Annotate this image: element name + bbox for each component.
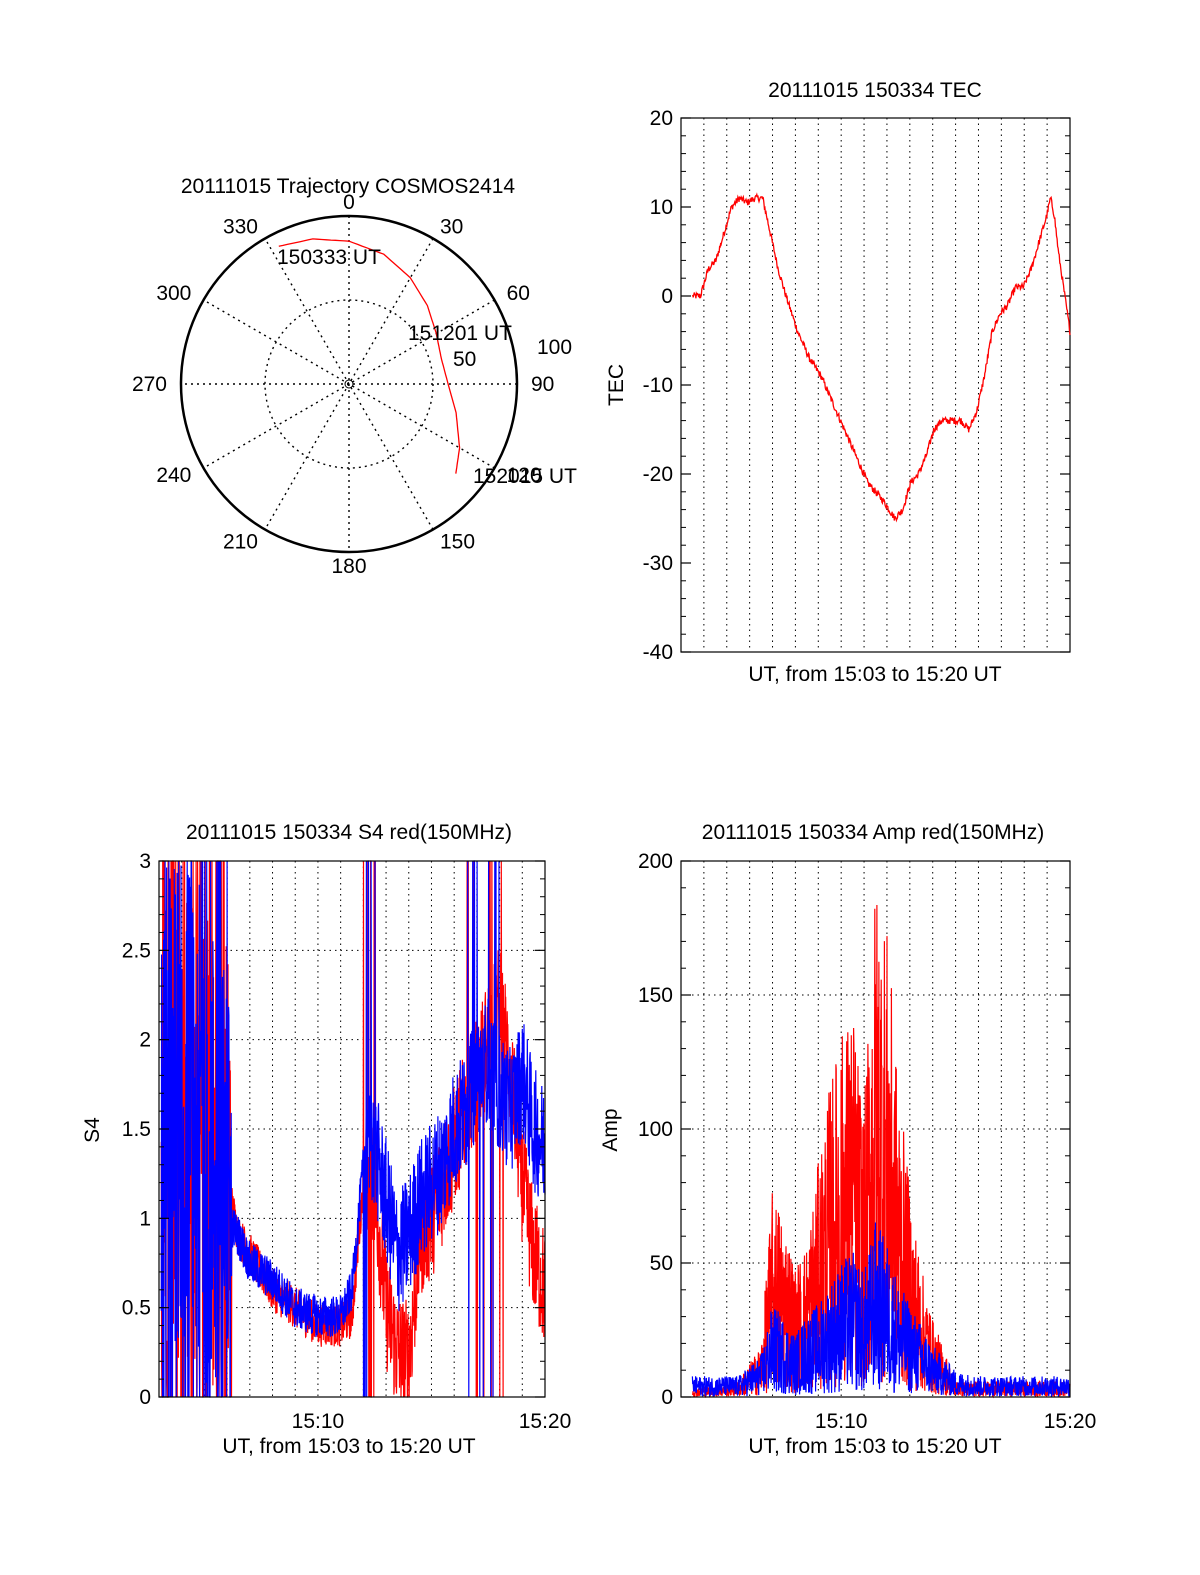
- amp-series: [691, 904, 1071, 1399]
- s4-x-axis: 15:10 15:20: [292, 1410, 572, 1433]
- tec-panel: 20111015 150334 TEC -40 -30 -20 -10 0 10 20 TE…: [605, 79, 1071, 686]
- amp-y-axis: 0 50 100 150 200: [638, 850, 1070, 1409]
- amp-ytick-label-3: 150: [638, 984, 673, 1007]
- polar-azimuth-label-330: 330: [223, 215, 258, 238]
- polar-azimuth-label-240: 240: [156, 464, 191, 487]
- polar-panel: 20111015 Trajectory COSMOS2414 0 30 60 90 12…: [132, 175, 577, 578]
- s4-ytick-label-1: 0.5: [122, 1297, 151, 1320]
- amp-xtick-label-0: 15:10: [815, 1410, 868, 1433]
- amp-ytick-label-4: 200: [638, 850, 673, 873]
- trajectory-mid-label: 151201 UT: [408, 322, 512, 345]
- polar-azimuth-label-90: 90: [531, 373, 554, 396]
- amp-panel: 20111015 150334 Amp red(150MHz) 0 50 100 15…: [599, 821, 1096, 1458]
- tec-ytick-label-2: -20: [643, 463, 673, 486]
- s4-xtick-label-0: 15:10: [292, 1410, 345, 1433]
- amp-ytick-label-2: 100: [638, 1118, 673, 1141]
- polar-azimuth-label-60: 60: [507, 282, 530, 305]
- tec-y-axis: -40 -30 -20 -10 0 10 20: [643, 107, 1070, 664]
- s4-xtick-label-1: 15:20: [519, 1410, 572, 1433]
- tec-ytick-label-6: 20: [650, 107, 673, 130]
- polar-azimuth-label-0: 0: [343, 191, 355, 214]
- tec-title: 20111015 150334 TEC: [768, 79, 982, 102]
- amp-series-blue: [691, 1222, 1071, 1397]
- polar-azimuth-label-210: 210: [223, 531, 258, 554]
- tec-ytick-label-0: -40: [643, 641, 673, 664]
- polar-trajectory-line: [278, 238, 461, 474]
- amp-xlabel: UT, from 15:03 to 15:20 UT: [748, 1435, 1001, 1458]
- polar-azimuth-label-180: 180: [331, 555, 366, 578]
- amp-title: 20111015 150334 Amp red(150MHz): [702, 821, 1044, 844]
- trajectory-end-label: 152015 UT: [473, 465, 577, 488]
- polar-spoke-150: [264, 238, 434, 530]
- s4-y-axis: 0 0.5 1 1.5 2 2.5 3: [122, 850, 545, 1409]
- polar-azimuth-label-150: 150: [440, 531, 475, 554]
- s4-panel: 20111015 150334 S4 red(150MHz) 0 0.5 1 1.5 2…: [81, 821, 571, 1458]
- s4-series: [160, 860, 546, 1398]
- amp-ytick-label-1: 50: [650, 1252, 673, 1275]
- s4-xlabel: UT, from 15:03 to 15:20 UT: [222, 1435, 475, 1458]
- amp-xtick-label-1: 15:20: [1044, 1410, 1097, 1433]
- polar-azimuth-label-300: 300: [156, 282, 191, 305]
- amp-x-axis: 15:10 15:20: [815, 1410, 1096, 1433]
- tec-xlabel: UT, from 15:03 to 15:20 UT: [748, 663, 1001, 686]
- polar-title: 20111015 Trajectory COSMOS2414: [181, 175, 516, 198]
- s4-ylabel: S4: [81, 1117, 104, 1143]
- polar-azimuth-label-120: 120: [507, 464, 542, 487]
- polar-azimuth-label-30: 30: [440, 215, 463, 238]
- polar-azimuth-label-270: 270: [132, 373, 167, 396]
- tec-ytick-label-4: 0: [661, 285, 673, 308]
- polar-spokes: [181, 216, 517, 552]
- amp-ylabel: Amp: [599, 1108, 622, 1151]
- polar-azimuth-labels: 0 30 60 90 120 150 180 210 240 270 300 330: [132, 191, 554, 578]
- polar-center-marker: [344, 379, 354, 389]
- amp-ytick-label-0: 0: [661, 1386, 673, 1409]
- tec-ytick-label-3: -10: [643, 374, 673, 397]
- polar-radial-label-50: 50: [453, 348, 476, 371]
- s4-ytick-label-4: 2: [139, 1029, 151, 1052]
- s4-ytick-label-0: 0: [139, 1386, 151, 1409]
- s4-title: 20111015 150334 S4 red(150MHz): [186, 821, 512, 844]
- polar-radial-label-100: 100: [537, 336, 572, 359]
- tec-grid: [703, 118, 1048, 652]
- s4-series-blue: [160, 860, 546, 1398]
- tec-ylabel: TEC: [605, 364, 628, 406]
- s4-ytick-label-5: 2.5: [122, 939, 151, 962]
- trajectory-start-label: 150333 UT: [277, 246, 381, 269]
- s4-ytick-label-3: 1.5: [122, 1118, 151, 1141]
- s4-ytick-label-6: 3: [139, 850, 151, 873]
- tec-series-line: [692, 192, 1071, 523]
- tec-ytick-label-5: 10: [650, 196, 673, 219]
- s4-ytick-label-2: 1: [139, 1207, 151, 1230]
- tec-ytick-label-1: -30: [643, 552, 673, 575]
